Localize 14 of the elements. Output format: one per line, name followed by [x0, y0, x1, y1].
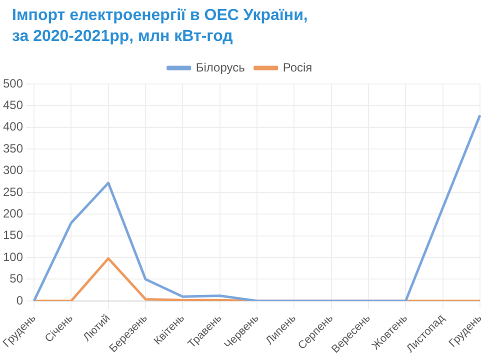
y-tick-label: 200 [2, 206, 24, 220]
y-tick-label: 300 [2, 163, 24, 178]
y-tick-label: 50 [10, 272, 24, 286]
y-tick-label: 250 [2, 184, 24, 199]
y-tick-label: 350 [2, 141, 24, 156]
y-tick-label: 100 [2, 250, 24, 264]
chart-title: Імпорт електроенергії в ОЕС України, за 2020-2021рр, млн кВт-год [12, 6, 308, 47]
y-tick-label: 400 [2, 120, 24, 134]
legend-label: Білорусь [196, 60, 245, 74]
y-tick-label: 150 [2, 228, 24, 242]
y-tick-label: 500 [2, 76, 24, 90]
y-tick-label: 450 [2, 98, 24, 112]
legend-label: Росія [282, 60, 312, 74]
y-tick-label: 0 [16, 293, 24, 308]
